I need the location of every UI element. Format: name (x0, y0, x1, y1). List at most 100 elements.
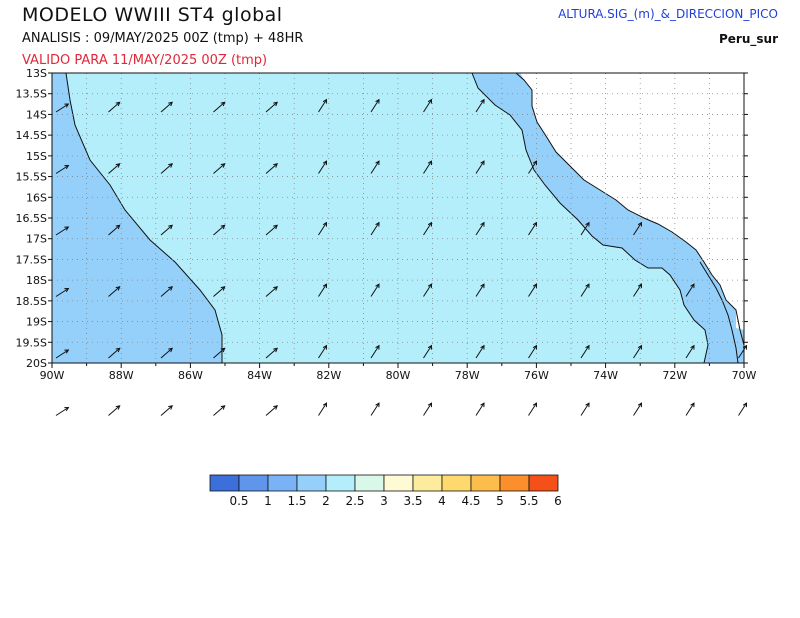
direction-arrowhead (322, 283, 328, 289)
direction-arrowhead (273, 224, 278, 230)
direction-arrowhead (115, 163, 121, 168)
direction-arrow (108, 286, 121, 297)
graticule (52, 73, 744, 363)
direction-arrow (580, 402, 590, 416)
direction-arrowhead (168, 101, 173, 107)
valid-time: VALIDO PARA 11/MAY/2025 00Z (tmp) (22, 53, 268, 68)
direction-arrow (318, 402, 327, 416)
lat-label: 14S (26, 108, 47, 121)
direction-arrowhead (115, 286, 121, 291)
direction-arrowhead (690, 283, 695, 289)
direction-arrowhead (427, 221, 433, 227)
direction-arrowhead (375, 98, 380, 104)
colorbar-swatch (267, 474, 298, 492)
direction-arrow (685, 402, 695, 416)
direction-arrowhead (690, 402, 695, 408)
direction-arrowhead (273, 405, 278, 410)
colorbar-swatch (354, 474, 385, 492)
direction-arrow (160, 163, 173, 174)
direction-arrowhead (273, 101, 278, 107)
direction-arrow (370, 345, 380, 359)
contour-offshore (65, 72, 223, 363)
direction-arrow (633, 222, 642, 236)
colorbar-swatch (470, 474, 501, 492)
colorbar-label: 2.5 (345, 494, 364, 508)
direction-arrowhead (480, 98, 485, 104)
lat-label: 13.5S (16, 88, 47, 101)
direction-arrowhead (115, 405, 121, 410)
colorbar-swatch (412, 474, 443, 492)
direction-arrow (265, 163, 278, 174)
colorbar-label: 1 (264, 494, 272, 508)
direction-arrowhead (64, 287, 70, 293)
direction-arrow (370, 283, 380, 297)
direction-arrowhead (637, 283, 643, 289)
direction-arrowhead (585, 221, 590, 227)
direction-arrowhead (532, 344, 538, 350)
direction-arrowhead (322, 98, 328, 104)
colorbar-labels: 0.5 1 1.5 2 2.5 3 3.5 4 4.5 5 5.5 6 (229, 494, 561, 508)
direction-arrow (475, 402, 485, 416)
lat-label: 19S (26, 316, 47, 329)
direction-arrow (213, 405, 226, 416)
direction-arrow (213, 163, 226, 174)
lat-label: 15.5S (16, 171, 47, 184)
colorbar-label: 3 (380, 494, 388, 508)
direction-arrowhead (375, 402, 380, 408)
direction-arrow (160, 405, 173, 416)
direction-arrow (423, 222, 432, 236)
direction-arrow (318, 160, 327, 174)
direction-arrow (528, 402, 537, 416)
direction-arrow (318, 222, 327, 236)
colorbar-label: 6 (554, 494, 562, 508)
colorbar-swatch (296, 474, 327, 492)
direction-arrow (55, 226, 69, 236)
direction-arrowhead (273, 286, 278, 291)
lon-label: 84W (247, 369, 272, 382)
direction-arrow (528, 345, 537, 359)
direction-arrow (55, 407, 69, 416)
direction-arrowhead (637, 344, 643, 350)
lon-label: 72W (662, 369, 687, 382)
direction-arrowhead (115, 101, 121, 107)
direction-arrowhead (427, 283, 433, 289)
direction-arrow (580, 283, 590, 297)
direction-arrow (475, 222, 485, 236)
direction-arrowhead (427, 98, 433, 104)
direction-arrowhead (168, 347, 173, 353)
lat-label: 13S (26, 67, 47, 80)
direction-arrow (633, 402, 642, 416)
colorbar-swatch (441, 474, 472, 492)
direction-arrow (370, 160, 380, 174)
direction-arrow (528, 160, 537, 174)
direction-arrow (475, 160, 485, 174)
direction-arrow (160, 286, 173, 297)
direction-arrow (633, 345, 642, 359)
direction-arrowhead (427, 402, 433, 408)
direction-arrow (633, 283, 642, 297)
direction-arrowhead (375, 344, 380, 350)
colorbar-swatch (325, 474, 356, 492)
direction-arrowhead (220, 405, 226, 410)
direction-arrowhead (64, 226, 70, 231)
lat-label: 16S (26, 191, 47, 204)
direction-arrow (213, 101, 226, 113)
direction-arrowhead (690, 344, 695, 350)
direction-arrow (370, 402, 380, 416)
direction-arrow (213, 347, 226, 359)
coastline (515, 72, 745, 346)
lat-label: 18.5S (16, 295, 47, 308)
direction-arrow (213, 224, 226, 236)
direction-arrowhead (273, 347, 278, 353)
direction-arrowhead (480, 221, 485, 227)
lon-label: 78W (455, 369, 480, 382)
direction-arrow (160, 224, 173, 236)
offshore-low-wave-area (52, 73, 222, 363)
direction-arrow (685, 283, 695, 297)
longitude-labels: 90W 88W 86W 84W 82W 80W 78W 76W 74W 72W 70W (40, 369, 757, 382)
lon-label: 90W (40, 369, 65, 382)
direction-arrow (55, 288, 69, 297)
direction-arrow (423, 160, 432, 174)
direction-arrowhead (64, 406, 70, 412)
direction-arrow (160, 347, 173, 359)
